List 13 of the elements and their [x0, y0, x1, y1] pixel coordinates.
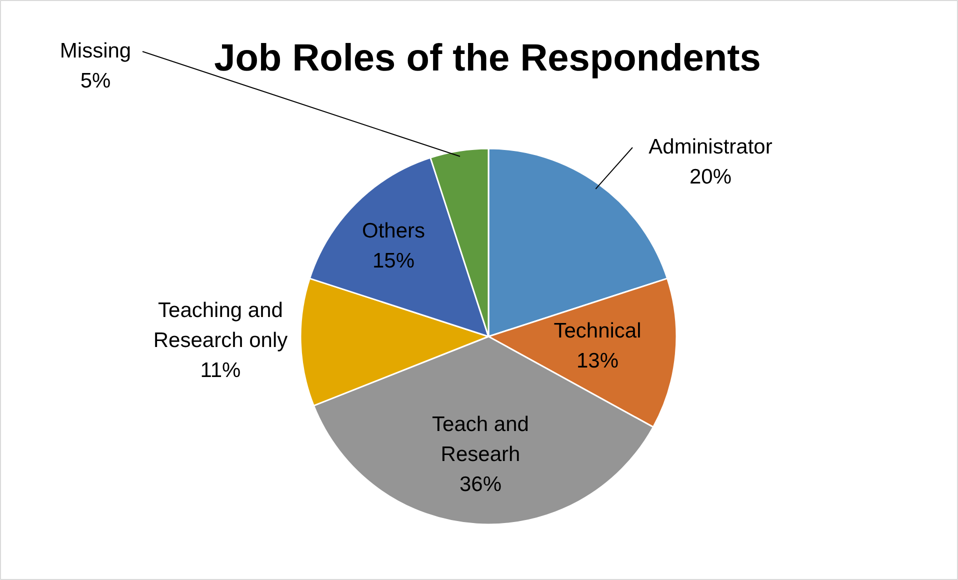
slice-label: Teach and Researh — [432, 413, 529, 466]
data-label: 20% — [689, 165, 732, 188]
slice-label: Teaching and Research only — [153, 299, 288, 352]
slice-label: Missing — [60, 40, 132, 62]
chart-title: Job Roles of the Respondents — [214, 38, 761, 80]
data-label: 5% — [80, 69, 111, 92]
data-label: 36% — [459, 472, 502, 496]
slice-label: Technical — [554, 320, 642, 342]
data-label: 11% — [200, 358, 241, 382]
data-label: 15% — [372, 249, 415, 272]
data-label: 13% — [576, 349, 619, 372]
slice-label: Administrator — [648, 136, 772, 158]
slice-label: Others — [362, 220, 426, 242]
